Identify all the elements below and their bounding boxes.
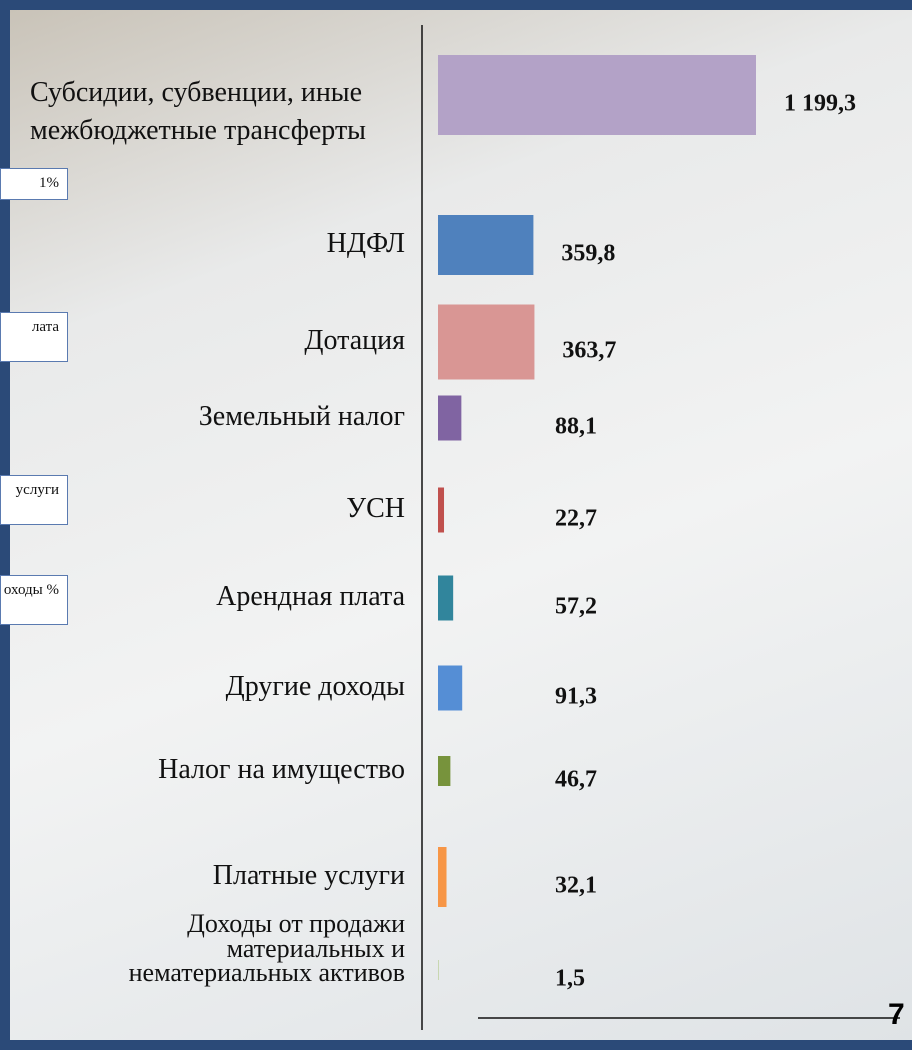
bar [438, 756, 450, 786]
value-label: 46,7 [555, 767, 597, 793]
bar [438, 305, 534, 380]
category-label: Субсидии, субвенции, иные межбюджетные т… [30, 74, 400, 150]
bar [438, 488, 444, 533]
bar [438, 396, 461, 441]
chart: 7 1 199,3 359,8 363,7 88,1 22,7 57,2 91,3 46,7 3… [0, 0, 912, 1050]
value-label: 1 199,3 [784, 91, 856, 117]
category-label: Арендная плата [40, 582, 405, 611]
bar [438, 666, 462, 711]
category-label: Земельный налог [40, 402, 405, 431]
value-label: 88,1 [555, 414, 597, 440]
category-label: НДФЛ [40, 229, 405, 258]
bar [438, 55, 756, 135]
category-label: Другие доходы [40, 672, 405, 701]
category-label: УСН [40, 494, 405, 523]
clipped-label: лата [0, 312, 68, 362]
clipped-label: оходы % [0, 575, 68, 625]
value-label: 363,7 [562, 338, 616, 364]
value-label: 359,8 [561, 241, 615, 267]
value-label: 57,2 [555, 594, 597, 620]
clipped-label: услуги [0, 475, 68, 525]
value-label: 32,1 [555, 873, 597, 899]
value-label: 91,3 [555, 684, 597, 710]
category-label: Платные услуги [40, 861, 405, 890]
category-label: Дотация [40, 326, 405, 355]
category-label: Доходы от продажи материальных и нематер… [80, 912, 405, 986]
clipped-label: 1% [0, 168, 68, 200]
bar [438, 215, 533, 275]
bar [438, 847, 447, 907]
page-number: 7 [888, 998, 905, 1031]
category-label: Налог на имущество [40, 755, 405, 784]
bar [438, 576, 453, 621]
value-label: 1,5 [555, 966, 585, 992]
value-label: 22,7 [555, 506, 597, 532]
